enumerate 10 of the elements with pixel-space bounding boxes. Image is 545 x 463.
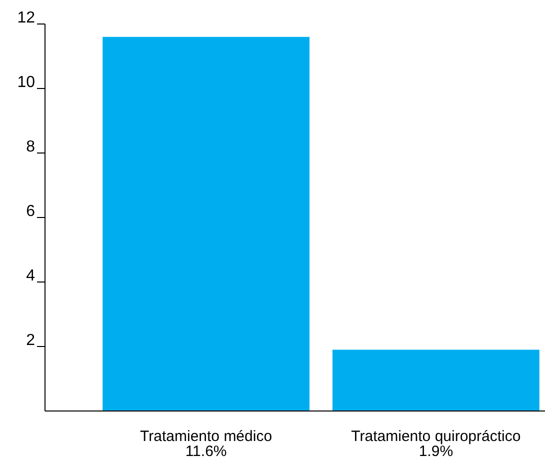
- y-tick-label: 6: [26, 202, 36, 220]
- data-label: 11.6%: [185, 443, 227, 460]
- y-tick-label: 2: [26, 332, 36, 349]
- y-tick-label: 12: [17, 9, 36, 26]
- y-tick-label: 4: [26, 267, 36, 284]
- x-tick-label: Tratamiento quiropráctico: [351, 428, 521, 445]
- y-tick-label: 10: [17, 74, 36, 91]
- data-label: 1.9%: [418, 443, 454, 460]
- x-tick-label: Tratamiento médico: [140, 428, 272, 445]
- y-tick-label: 8: [26, 138, 36, 156]
